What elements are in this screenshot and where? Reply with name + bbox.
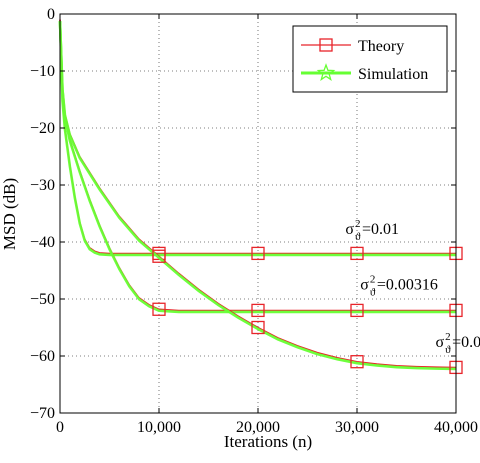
grid-lines (60, 14, 456, 413)
sigma-superscript: 2 (370, 273, 376, 285)
axis-ticks: 0 10,000 20,000 30,000 40,000 0 −10 −20 −30 −40 −5… (30, 6, 478, 436)
legend: Theory Simulation (292, 25, 448, 93)
sigma-value: =0.001 (452, 334, 480, 351)
simulation-line (58, 21, 457, 371)
legend-box (292, 25, 448, 93)
y-tick-label: −70 (30, 405, 55, 422)
y-tick-label: −50 (30, 291, 55, 308)
x-tick-label: 10,000 (137, 419, 181, 436)
sigma-annotation: σ2ϑ=0.001 (435, 331, 480, 356)
legend-entry-simulation: Simulation (301, 63, 428, 83)
theory-square-marker (251, 320, 265, 335)
theory-square-marker (251, 246, 265, 261)
sigma-value: =0.00316 (377, 276, 438, 293)
y-tick-label: −60 (30, 348, 55, 365)
sigma-subscript: ϑ (370, 286, 376, 298)
sigma-superscript: 2 (445, 331, 451, 343)
legend-simulation-star-marker (316, 63, 336, 82)
theory-square-marker (152, 249, 166, 263)
sigma-symbol: σ (435, 334, 444, 351)
sigma-annotation: σ 2ϑ =0.00316 (360, 273, 438, 298)
legend-theory-marker (319, 38, 333, 52)
sigma-value: =0.01 (362, 221, 399, 238)
sigma-superscript: 2 (355, 218, 361, 230)
y-tick-label: −10 (30, 63, 55, 80)
theory-square-marker (350, 303, 364, 318)
theory-square-marker (251, 303, 265, 318)
x-tick-label: 0 (56, 419, 64, 436)
theory-square-marker (350, 246, 364, 261)
sigma-symbol: σ (345, 221, 354, 238)
curve-sigma-0.01 (58, 19, 463, 261)
theory-square-marker (350, 355, 364, 369)
x-tick-label: 40,000 (434, 419, 478, 436)
y-tick-label: −20 (30, 120, 55, 137)
x-tick-label: 20,000 (236, 419, 280, 436)
y-tick-label: −40 (30, 234, 55, 251)
x-axis-label: Iterations (n) (224, 432, 312, 451)
simulation-line (58, 21, 456, 257)
y-axis-label: MSD (dB) (0, 178, 19, 250)
legend-entry-theory: Theory (301, 38, 404, 55)
legend-theory-label: Theory (358, 38, 404, 55)
sigma-subscript: ϑ (355, 231, 361, 243)
sigma-symbol: σ (360, 276, 369, 293)
x-tick-label: 30,000 (335, 419, 379, 436)
y-tick-label: −30 (30, 177, 55, 194)
sigma-subscript: ϑ (445, 344, 451, 356)
y-tick-label: 0 (47, 6, 55, 23)
theory-square-marker (152, 302, 166, 316)
legend-simulation-label: Simulation (358, 66, 428, 83)
sigma-annotation: σ 2ϑ =0.01 (345, 218, 399, 243)
